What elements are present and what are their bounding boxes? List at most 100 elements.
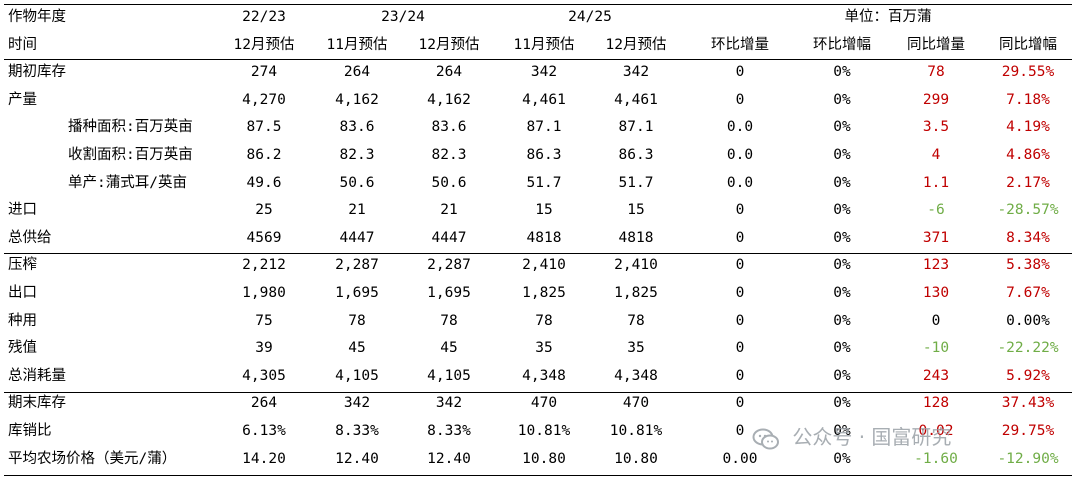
row-label: 总消耗量 xyxy=(8,367,66,384)
year-2324: 23/24 xyxy=(381,9,425,25)
table-cell: 37.43% xyxy=(1001,395,1055,412)
table-cell: 4.86% xyxy=(1006,146,1050,163)
table-cell: 8.33% xyxy=(427,422,471,439)
table-cell: 0% xyxy=(833,229,851,246)
table-cell: 10.80 xyxy=(522,450,566,467)
table-cell: 0 xyxy=(735,312,745,329)
table-cell: 0% xyxy=(833,119,851,136)
table-cell: 470 xyxy=(622,395,650,412)
table-cell: -28.57% xyxy=(997,202,1059,219)
table-cell: 4,461 xyxy=(614,91,658,108)
table-cell: 2,410 xyxy=(614,257,658,274)
table-cell: 75 xyxy=(255,312,273,329)
table-cell: 0.02 xyxy=(918,422,954,439)
table-cell: 342 xyxy=(530,64,558,81)
table-row: 出口 1,980 1,695 1,695 1,825 1,825 0 0% 130 7.67% xyxy=(4,280,1072,308)
table-cell: 4,105 xyxy=(427,367,471,384)
table-cell: -12.90% xyxy=(997,450,1059,467)
table-cell: 4,105 xyxy=(335,367,379,384)
column-header: 环比增量 xyxy=(711,36,769,53)
table-cell: 83.6 xyxy=(339,119,375,136)
table-row: 期初库存 274 264 264 342 342 0 0% 78 29.55% xyxy=(4,59,1072,87)
table-cell: -22.22% xyxy=(997,340,1059,357)
row-label: 出口 xyxy=(8,284,37,301)
table-row: 库销比 6.13% 8.33% 8.33% 10.81% 10.81% 0 0% 0.02 29.… xyxy=(4,418,1072,446)
table-cell: 0% xyxy=(833,422,851,439)
table-cell: 0.0 xyxy=(726,119,754,136)
table-cell: 7.67% xyxy=(1006,284,1050,301)
table-cell: 1,980 xyxy=(242,284,286,301)
table-cell: 2,287 xyxy=(427,257,471,274)
table-cell: 342 xyxy=(435,395,463,412)
table-cell: 78 xyxy=(927,64,945,81)
table-cell: 4,461 xyxy=(522,91,566,108)
row-label: 播种面积:百万英亩 xyxy=(68,119,193,136)
table-cell: 12.40 xyxy=(427,450,471,467)
column-header: 同比增量 xyxy=(907,36,965,53)
table-cell: 83.6 xyxy=(431,119,467,136)
table-cell: 2,410 xyxy=(522,257,566,274)
header-rule xyxy=(4,59,1072,60)
table-cell: 1,695 xyxy=(335,284,379,301)
table-row: 总供给 4569 4447 4447 4818 4818 0 0% 371 8.34% xyxy=(4,225,1072,253)
column-header: 环比增幅 xyxy=(813,36,871,53)
table-cell: 0 xyxy=(735,202,745,219)
table-cell: 4569 xyxy=(246,229,282,246)
table-cell: 0% xyxy=(833,284,851,301)
table-cell: 264 xyxy=(343,64,371,81)
table-row: 总消耗量 4,305 4,105 4,105 4,348 4,348 0 0% 243 5.92% xyxy=(4,363,1072,391)
table-cell: 8.33% xyxy=(335,422,379,439)
table-cell: 51.7 xyxy=(618,174,654,191)
table-cell: 87.1 xyxy=(526,119,562,136)
table-cell: 1.1 xyxy=(922,174,950,191)
table-row: 平均农场价格（美元/蒲） 14.20 12.40 12.40 10.80 10.80 0.0… xyxy=(4,446,1072,474)
watermark: 公众号 · 国富研究 xyxy=(752,422,951,452)
row-label: 产量 xyxy=(8,91,37,108)
table-cell: 21 xyxy=(440,202,458,219)
crop-year-label: 作物年度 xyxy=(8,9,66,25)
table-cell: 2,212 xyxy=(242,257,286,274)
column-header: 11月预估 xyxy=(513,36,575,53)
table-cell: 0 xyxy=(735,91,745,108)
subheader-row: 时间 12月预估 11月预估 12月预估 11月预估 12月预估 环比增量 环比增幅 同比增量 同… xyxy=(4,32,1072,60)
table-cell: 4.19% xyxy=(1006,119,1050,136)
table-cell: 4,348 xyxy=(522,367,566,384)
table-cell: 5.38% xyxy=(1006,257,1050,274)
top-rule xyxy=(4,4,1072,5)
table-row: 收割面积:百万英亩 86.2 82.3 82.3 86.3 86.3 0.0 0% 4 4.86% xyxy=(4,142,1072,170)
table-cell: 0.00 xyxy=(722,450,758,467)
table-cell: 0.0 xyxy=(726,146,754,163)
table-row: 单产:蒲式耳/英亩 49.6 50.6 50.6 51.7 51.7 0.0 0% 1.1 2.1… xyxy=(4,170,1072,198)
table-cell: 35 xyxy=(627,340,645,357)
table-cell: 0% xyxy=(833,64,851,81)
supply-rule xyxy=(4,253,1072,254)
column-header: 12月预估 xyxy=(418,36,480,53)
header-row: 作物年度 22/23 23/24 24/25 单位：百万蒲 xyxy=(4,4,1072,32)
bottom-rule xyxy=(4,475,1072,476)
table-cell: 0% xyxy=(833,340,851,357)
table-cell: -10 xyxy=(922,340,950,357)
table-cell: 10.81% xyxy=(517,422,571,439)
table-cell: 15 xyxy=(535,202,553,219)
table-cell: 128 xyxy=(922,395,950,412)
row-label: 单产:蒲式耳/英亩 xyxy=(68,174,187,191)
table-cell: 4,162 xyxy=(427,91,471,108)
table-row: 压榨 2,212 2,287 2,287 2,410 2,410 0 0% 123 5.38% xyxy=(4,252,1072,280)
table-cell: 2,287 xyxy=(335,257,379,274)
table-cell: 1,825 xyxy=(614,284,658,301)
table-cell: 2.17% xyxy=(1006,174,1050,191)
table-cell: 29.75% xyxy=(1001,422,1055,439)
row-label: 压榨 xyxy=(8,257,37,274)
table-cell: 4818 xyxy=(618,229,654,246)
column-header: 12月预估 xyxy=(233,36,295,53)
table-cell: 264 xyxy=(435,64,463,81)
table-cell: 4447 xyxy=(339,229,375,246)
table-cell: 87.5 xyxy=(246,119,282,136)
table-cell: 264 xyxy=(250,395,278,412)
table-cell: 0% xyxy=(833,202,851,219)
table-cell: -6 xyxy=(927,202,945,219)
table-cell: 3.5 xyxy=(922,119,950,136)
table-cell: 50.6 xyxy=(431,174,467,191)
table-cell: 130 xyxy=(922,284,950,301)
row-label: 库销比 xyxy=(8,422,52,439)
